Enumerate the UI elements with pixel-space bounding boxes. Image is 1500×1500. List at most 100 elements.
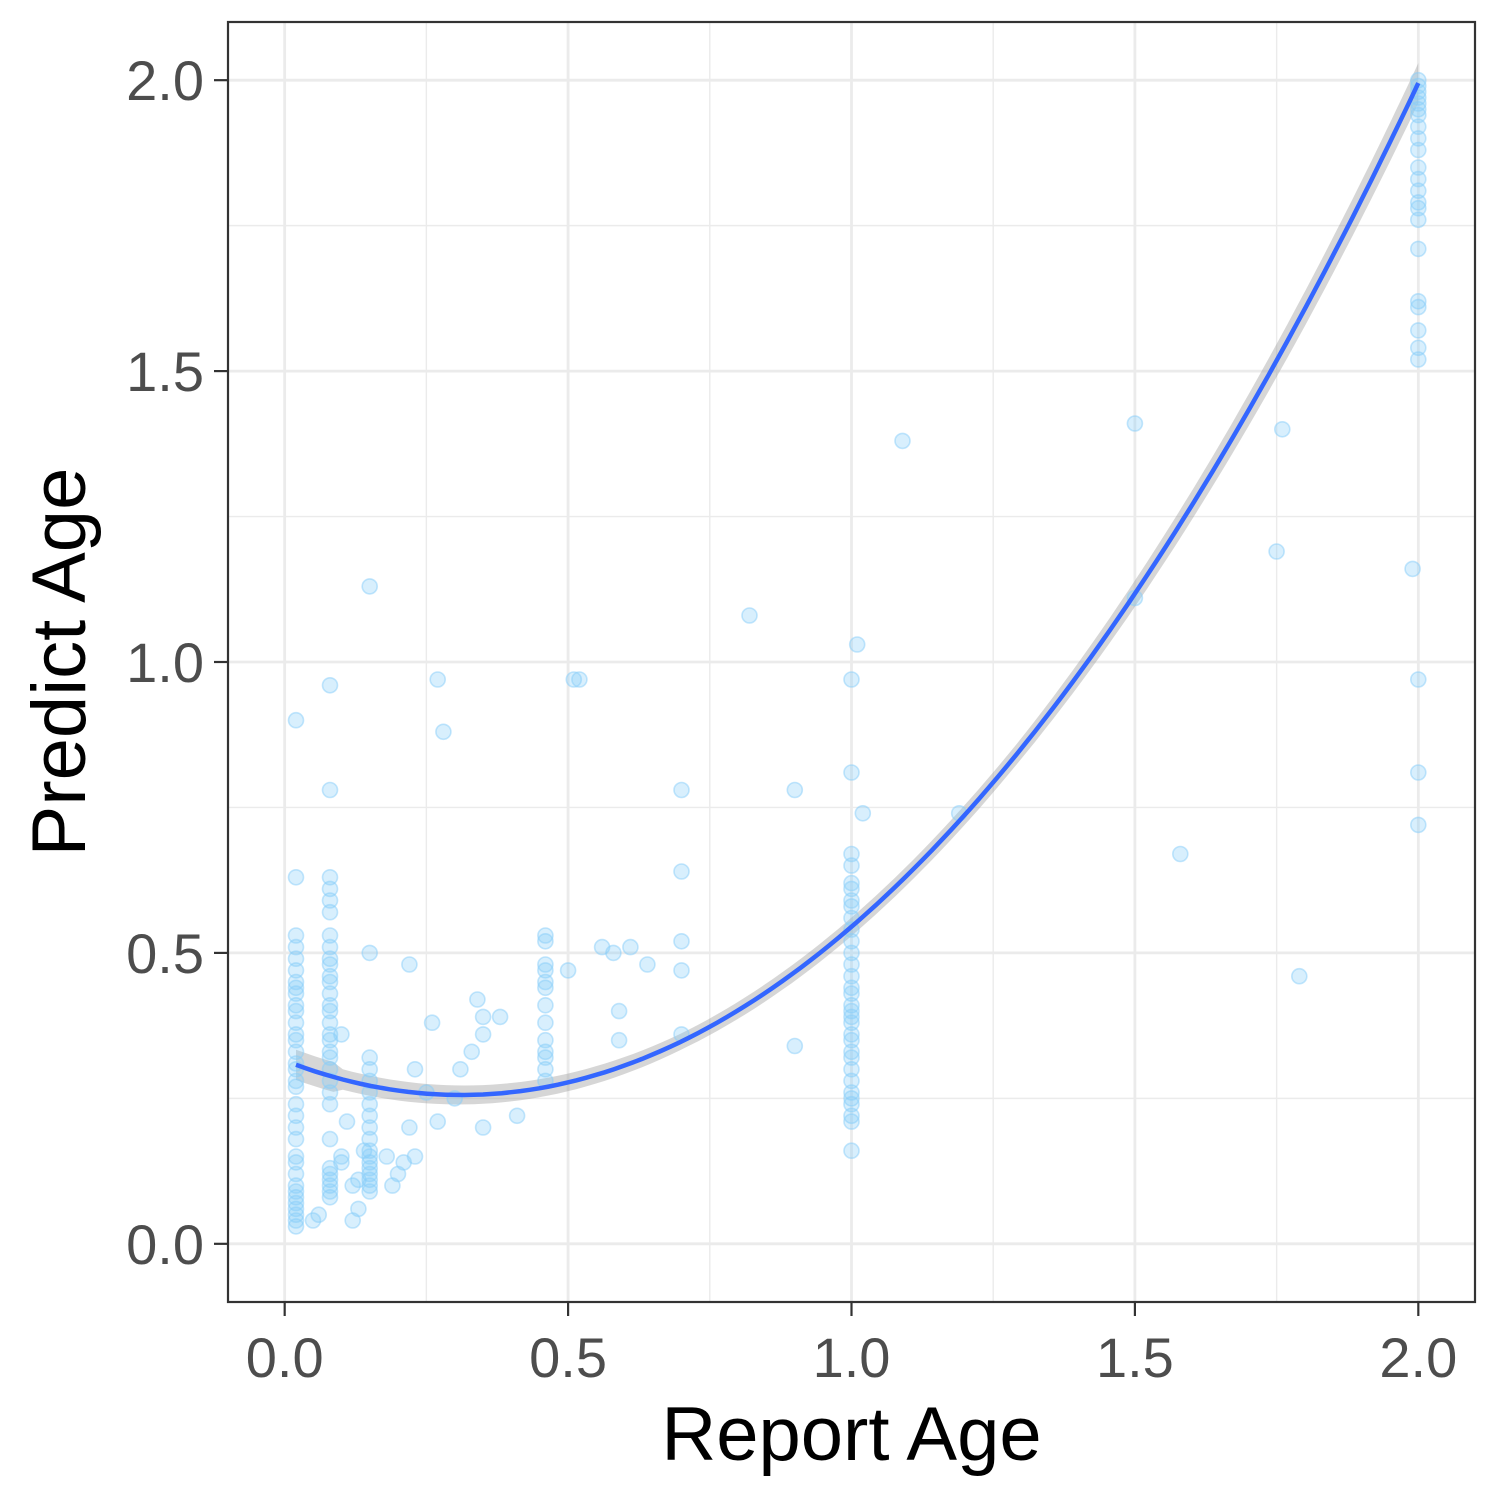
data-point <box>559 962 577 979</box>
data-point <box>474 1008 492 1026</box>
data-point <box>435 723 452 741</box>
data-point <box>843 857 860 874</box>
data-point <box>843 1026 860 1043</box>
data-point <box>321 1177 339 1194</box>
data-point <box>287 868 305 886</box>
data-point <box>287 962 305 979</box>
data-point <box>1410 118 1427 135</box>
data-point <box>537 973 554 991</box>
data-point <box>287 1043 305 1061</box>
data-point <box>1410 194 1427 211</box>
data-point <box>406 1061 424 1078</box>
data-point <box>361 1171 379 1189</box>
fit-line <box>295 82 1421 1098</box>
data-point <box>741 607 758 624</box>
data-point <box>321 1130 339 1148</box>
data-point <box>474 1119 492 1136</box>
data-point <box>361 1154 379 1171</box>
data-point <box>1410 298 1427 316</box>
data-point <box>843 671 860 688</box>
data-point <box>321 1171 339 1189</box>
data-point <box>321 1183 339 1200</box>
data-point <box>321 781 339 799</box>
data-point <box>423 1014 441 1032</box>
data-point <box>1410 671 1427 688</box>
data-point <box>321 927 339 944</box>
data-point <box>537 956 554 973</box>
data-point <box>287 1026 305 1043</box>
data-point <box>287 711 305 729</box>
data-point <box>338 1113 356 1130</box>
data-point <box>537 1014 554 1032</box>
data-point <box>843 898 860 915</box>
data-point <box>1410 351 1427 368</box>
axes: 0.0 0.5 1.0 1.5 2.0 0.0 0.5 1.0 1.5 2.0 <box>126 49 1457 1389</box>
data-point <box>537 1043 554 1061</box>
data-point <box>361 578 379 595</box>
y-tick-label: 1.5 <box>126 340 204 403</box>
data-point <box>1268 543 1285 560</box>
data-point <box>287 973 305 991</box>
data-point <box>610 1002 628 1020</box>
data-point <box>1410 101 1427 118</box>
data-point <box>321 868 339 886</box>
data-point <box>1410 199 1427 217</box>
data-point <box>1410 141 1427 159</box>
data-point <box>287 1200 305 1218</box>
data-point <box>378 1148 396 1165</box>
data-point <box>843 985 860 1002</box>
data-point <box>843 979 860 997</box>
data-point <box>321 880 339 898</box>
data-point <box>537 1061 554 1078</box>
data-point <box>287 985 305 1002</box>
data-point <box>287 1072 305 1090</box>
data-point <box>537 979 554 997</box>
data-point <box>321 985 339 1002</box>
data-point <box>1410 130 1427 147</box>
data-point <box>287 1014 305 1032</box>
data-point <box>287 1107 305 1125</box>
data-point <box>287 1078 305 1095</box>
data-point <box>287 1206 305 1223</box>
data-point <box>469 991 486 1008</box>
data-point <box>287 996 305 1014</box>
data-point <box>287 1148 305 1165</box>
data-point <box>287 938 305 956</box>
data-point <box>361 1177 379 1194</box>
fit-line-layer <box>295 82 1421 1098</box>
y-tick-label: 2.0 <box>126 49 204 112</box>
data-point <box>333 1148 350 1165</box>
y-tick-label: 0.5 <box>126 922 204 985</box>
data-point <box>1410 211 1427 229</box>
x-axis-title: Report Age <box>661 1392 1041 1477</box>
data-point <box>843 1107 860 1125</box>
data-point <box>843 1031 860 1049</box>
data-point <box>333 1154 350 1171</box>
y-tick-label: 0.0 <box>126 1213 204 1276</box>
data-point <box>565 671 583 688</box>
data-point <box>287 1189 305 1206</box>
data-point <box>508 1107 526 1125</box>
data-point <box>843 956 860 973</box>
data-point <box>843 1084 860 1101</box>
data-point <box>673 781 690 799</box>
data-point <box>401 1119 418 1136</box>
data-point <box>321 1002 339 1020</box>
x-tick-label: 0.5 <box>529 1326 607 1389</box>
data-point <box>843 1090 860 1107</box>
data-point <box>287 979 305 997</box>
data-point <box>537 932 554 950</box>
data-point <box>361 944 379 962</box>
data-point <box>361 1095 379 1113</box>
data-point <box>1404 560 1421 578</box>
data-point <box>843 1014 860 1032</box>
data-point <box>1410 339 1427 357</box>
data-point <box>361 1107 379 1125</box>
data-point <box>350 1200 367 1218</box>
data-point <box>1291 967 1308 985</box>
data-point <box>537 1031 554 1049</box>
data-point <box>843 874 860 892</box>
data-point <box>361 1130 379 1148</box>
data-point <box>361 1165 379 1183</box>
